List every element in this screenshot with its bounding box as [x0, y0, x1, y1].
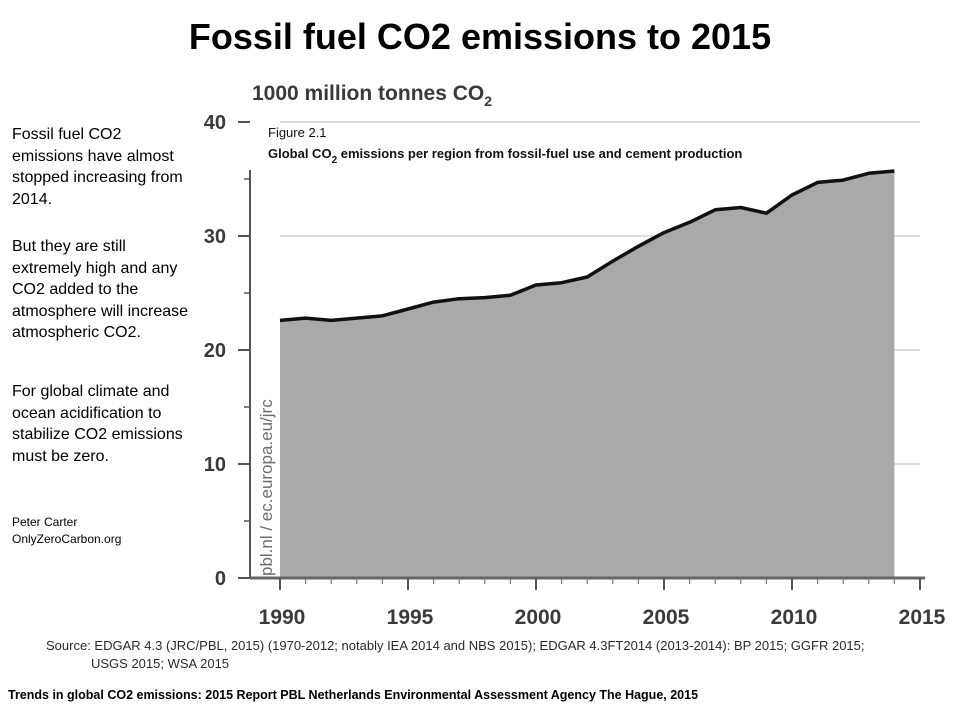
- source-line: Source: EDGAR 4.3 (JRC/PBL, 2015) (1970-…: [46, 638, 865, 653]
- x-tick-label: 2000: [515, 606, 562, 629]
- y-tick-label: 10: [204, 454, 226, 476]
- y-tick-label: 30: [204, 226, 226, 248]
- y-tick-label: 0: [215, 568, 226, 590]
- author-website: OnlyZeroCarbon.org: [12, 532, 122, 546]
- slide-title: Fossil fuel CO2 emissions to 2015: [188, 16, 772, 57]
- x-tick-label: 2010: [771, 606, 818, 629]
- side-note-paragraph: But they are still extremely high and an…: [12, 238, 189, 341]
- footer-citation: Trends in global CO2 emissions: 2015 Rep…: [8, 688, 699, 702]
- author-credit: Peter Carter OnlyZeroCarbon.org: [12, 514, 121, 548]
- y-tick-label: 20: [204, 340, 226, 362]
- figure-title: Global CO2 emissions per region from fos…: [268, 146, 742, 166]
- source-line: USGS 2015; WSA 2015: [91, 656, 230, 671]
- x-tick-label: 1990: [259, 606, 306, 629]
- x-tick-label: 2015: [899, 606, 946, 629]
- x-axis-ticks: 1990 1995 2000 2005 2010 2015: [259, 578, 946, 629]
- y-axis-label: 1000 million tonnes CO2: [252, 82, 492, 109]
- x-tick-label: 1995: [387, 606, 434, 629]
- side-note-paragraph: For global climate and ocean acidificati…: [12, 383, 183, 465]
- side-note-paragraph: Fossil fuel CO2 emissions have almost st…: [12, 126, 183, 208]
- emissions-area: [280, 171, 895, 578]
- x-tick-label: 2005: [643, 606, 690, 629]
- y-tick-label: 40: [204, 112, 226, 134]
- y-axis-ticks: 0 10 20 30 40: [204, 112, 250, 590]
- watermark-text: pbl.nl / ec.europa.eu/jrc: [257, 399, 276, 576]
- emissions-line: [279, 169, 895, 323]
- author-name: Peter Carter: [12, 515, 78, 529]
- figure-label: Figure 2.1: [268, 125, 327, 140]
